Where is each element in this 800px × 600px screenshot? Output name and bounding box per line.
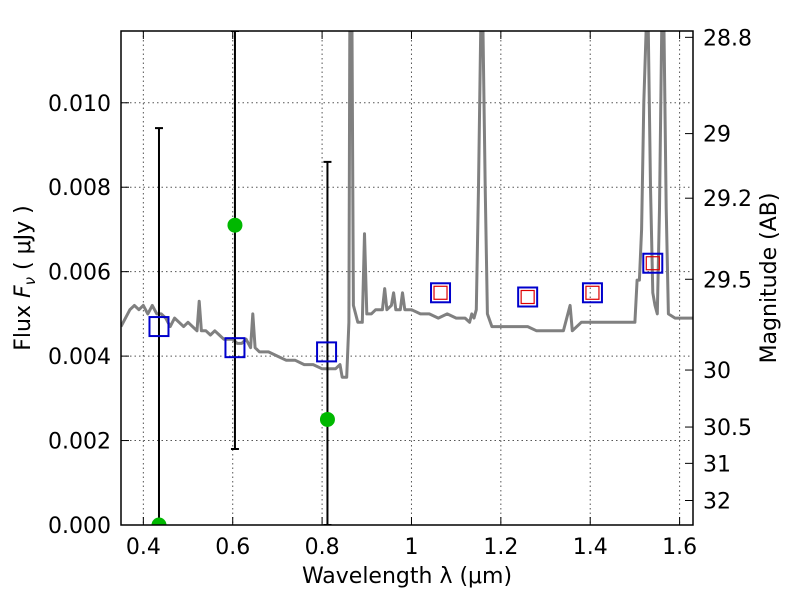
y-tick-label: 0.004 xyxy=(48,345,111,370)
y2-axis-label: Magnitude (AB) xyxy=(757,193,782,364)
y2-axis-label-group: Magnitude (AB) xyxy=(757,193,782,364)
x-tick-label: 1.6 xyxy=(662,535,697,560)
y2-tick-label: 28.8 xyxy=(703,26,752,51)
y2-tick-label: 29.2 xyxy=(703,187,752,212)
x-axis-label: Wavelength λ (μm) xyxy=(302,564,512,589)
y-tick-label: 0.008 xyxy=(48,176,111,201)
y2-tick-label: 29.5 xyxy=(703,268,752,293)
x-tick-label: 1.2 xyxy=(483,535,518,560)
model-flux-square xyxy=(642,252,664,274)
model-flux-small-square xyxy=(433,285,448,300)
photometry-point xyxy=(227,217,243,233)
x-tick-label: 0.4 xyxy=(126,535,161,560)
y2-tick-label: 30.5 xyxy=(703,416,752,441)
y-axis-label-symbol: F xyxy=(11,285,36,298)
y-axis-label-unit: ( μJy ) xyxy=(11,205,36,277)
y2-tick-label: 30 xyxy=(703,359,731,384)
model-flux-small-square xyxy=(520,289,535,305)
y2-tick-label: 29 xyxy=(703,123,731,148)
model-flux-square xyxy=(430,282,452,304)
x-tick-label: 0.8 xyxy=(305,535,340,560)
spectrum-line xyxy=(121,31,693,379)
photometry-point xyxy=(151,517,167,525)
x-tick-label: 1.4 xyxy=(573,535,608,560)
photometry-point xyxy=(319,411,335,427)
y-axis-label-subscript: ν xyxy=(21,277,39,285)
model-flux-small-square xyxy=(645,256,660,271)
model-flux-square xyxy=(148,316,170,338)
y2-tick-label: 32 xyxy=(703,490,731,515)
plot-frame xyxy=(120,30,694,526)
y2-tick-label: 31 xyxy=(703,452,731,477)
grid-lines xyxy=(121,31,693,525)
x-tick-label: 1 xyxy=(404,535,418,560)
y-axis-label-group: Flux Fν ( μJy ) xyxy=(11,205,39,350)
y-tick-label: 0.006 xyxy=(48,261,111,286)
y-axis-label-prefix: Flux xyxy=(11,298,36,351)
model-flux-square xyxy=(316,341,338,363)
model-flux-square xyxy=(517,286,539,308)
y-tick-label: 0.002 xyxy=(48,430,111,455)
model-flux-square xyxy=(224,337,246,359)
y-tick-label: 0.010 xyxy=(48,92,111,117)
y-tick-label: 0.000 xyxy=(48,514,111,539)
model-flux-small-square xyxy=(585,285,600,300)
axes: 0.4 0.6 0.8 1 1.2 1.4 1.6 0.000 0.002 0.004 0.006 0… xyxy=(48,26,752,560)
plot-area xyxy=(121,31,693,525)
x-tick-label: 0.6 xyxy=(215,535,250,560)
model-flux-square xyxy=(581,282,603,304)
y-axis-label: Flux Fν ( μJy ) xyxy=(11,205,39,350)
